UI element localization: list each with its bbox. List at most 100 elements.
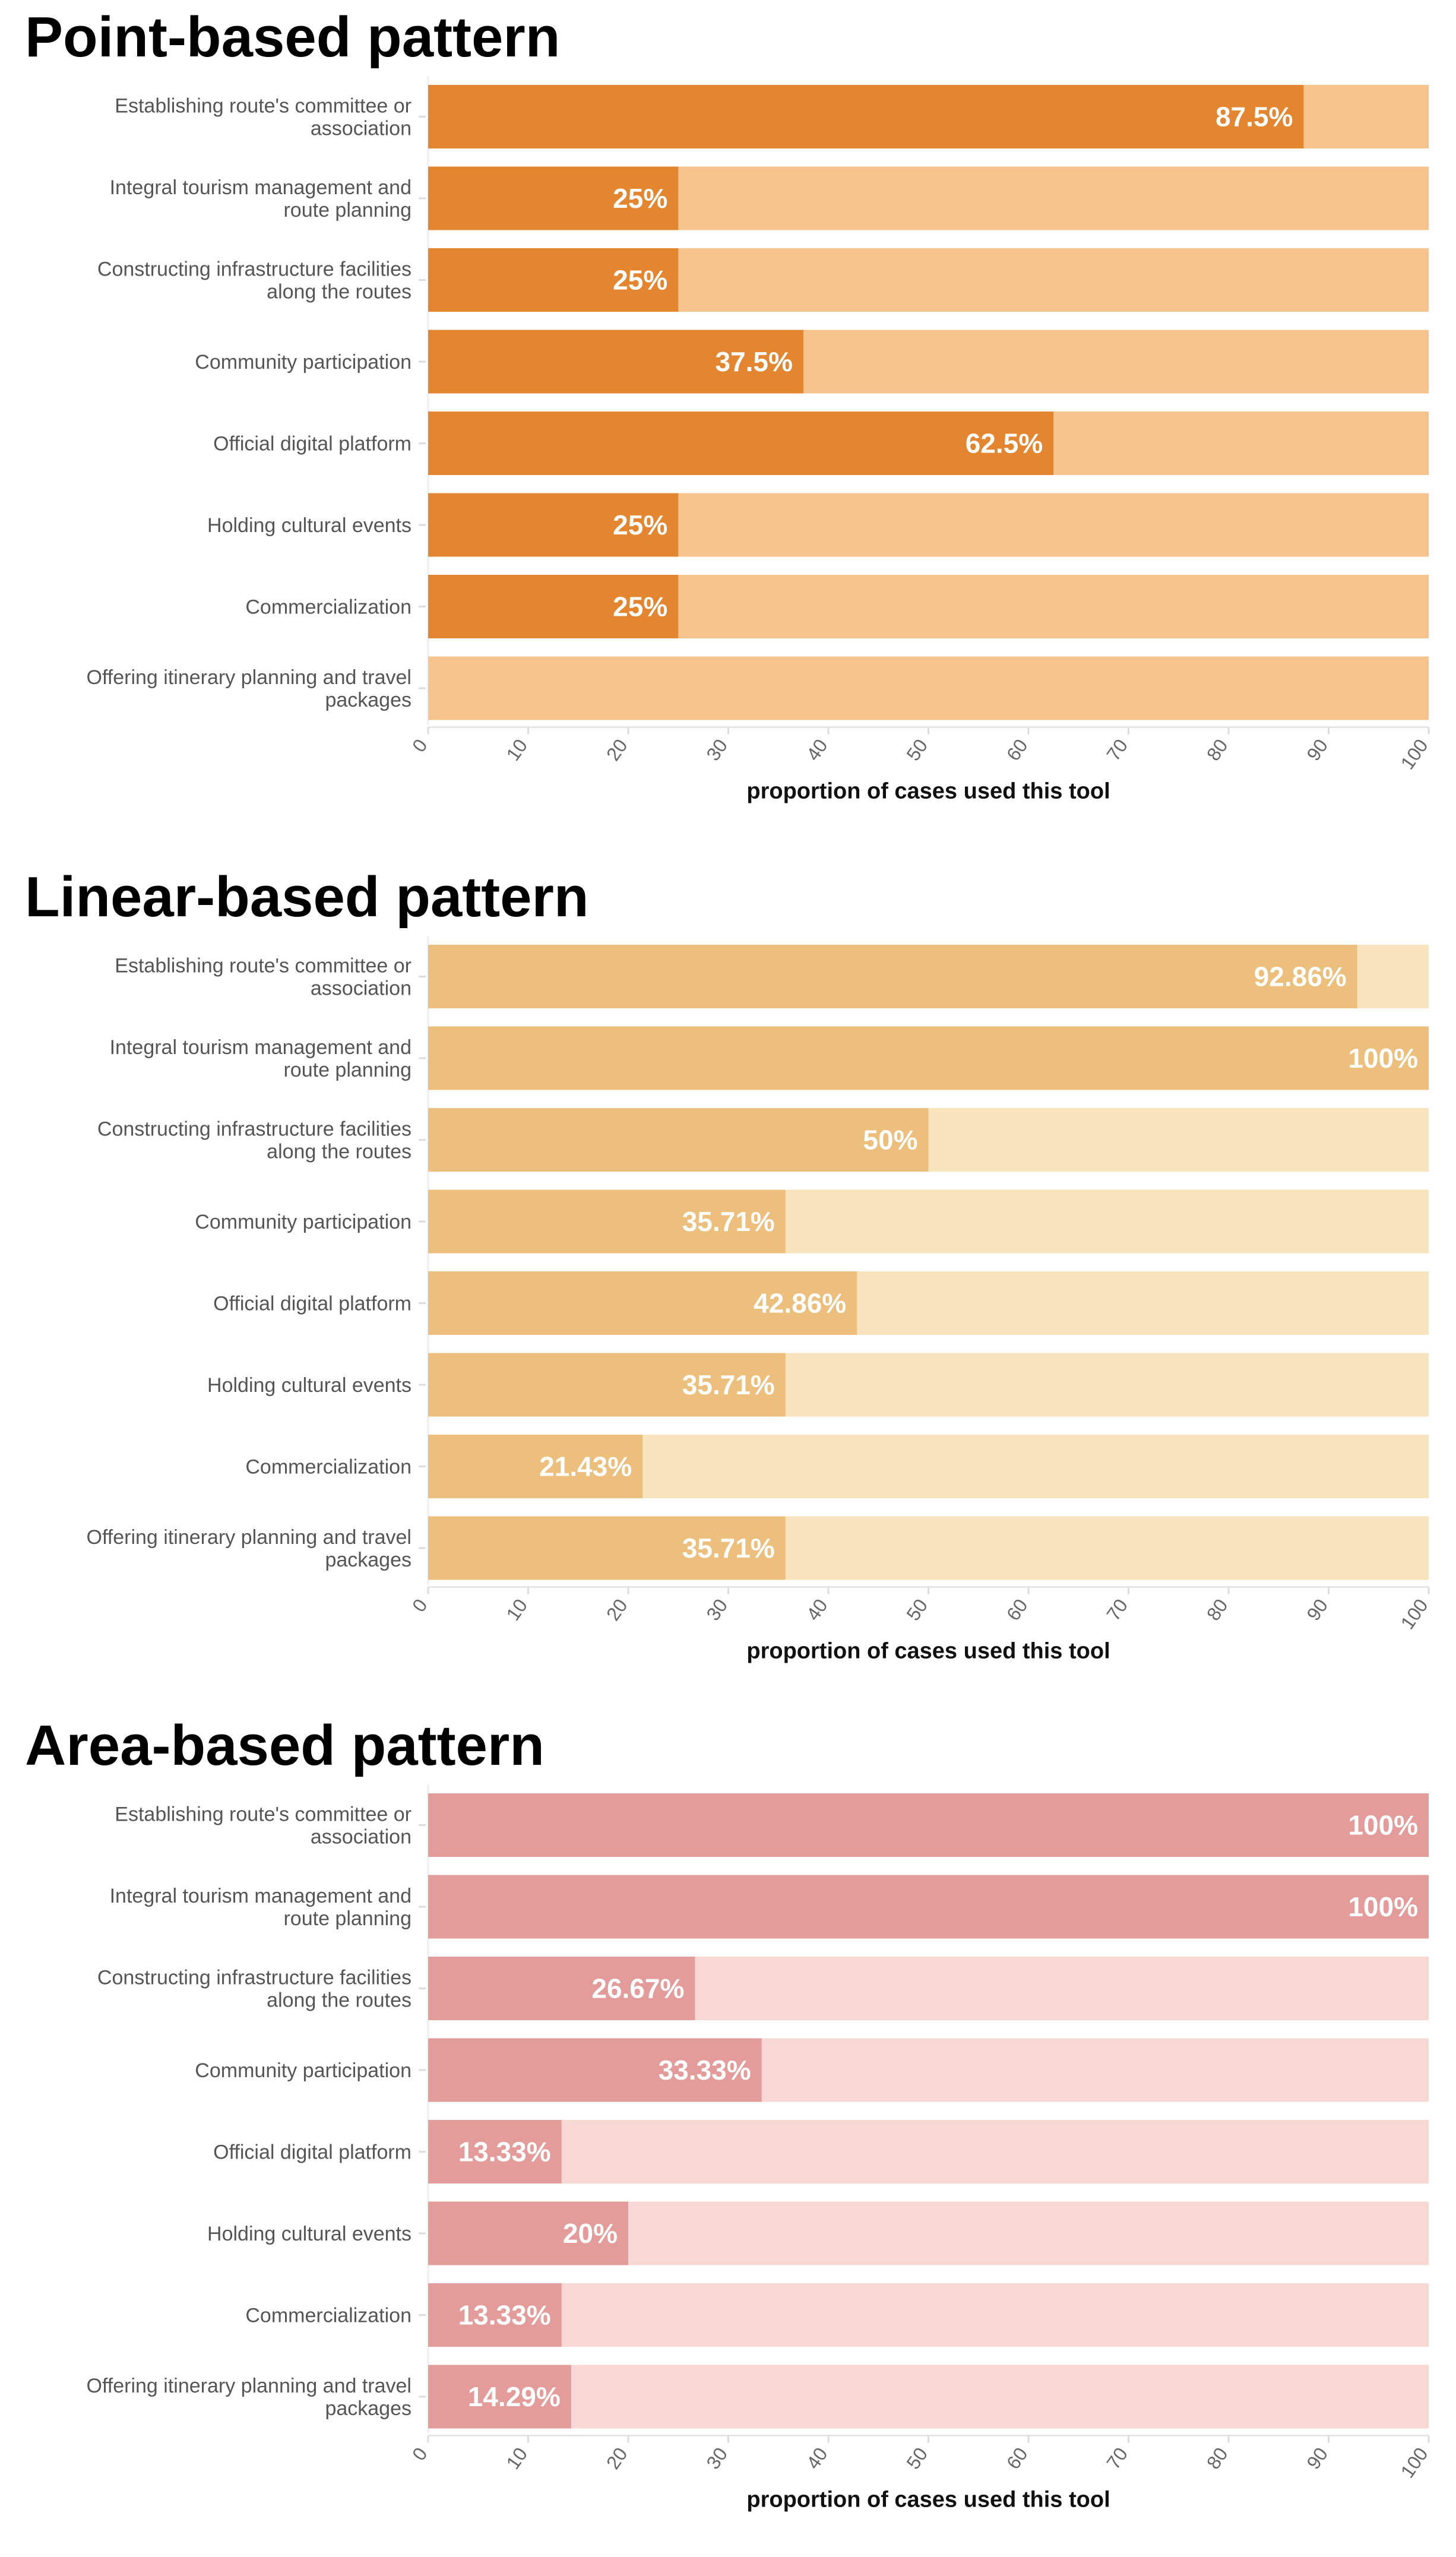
category-label-line: Commercialization — [245, 596, 412, 619]
x-tick-label: 80 — [1202, 735, 1232, 765]
x-tick-label: 20 — [602, 735, 632, 765]
x-tick-label: 90 — [1302, 2444, 1332, 2473]
category-label-line: along the routes — [267, 1141, 412, 1163]
data-label: 100% — [1348, 1043, 1418, 1074]
category-label: Official digital platform — [213, 1293, 412, 1315]
x-tick-label: 30 — [702, 2444, 732, 2473]
x-tick-label: 60 — [1002, 2444, 1032, 2473]
category-label: Integral tourism management and route pla… — [110, 176, 412, 221]
category-label: Integral tourism management and route pla… — [110, 1885, 412, 1930]
category-label-line: route planning — [283, 199, 412, 221]
bar — [428, 2038, 762, 2102]
category-label-line: packages — [325, 1549, 412, 1571]
category-label-line: Integral tourism management and — [110, 176, 412, 199]
x-tick-label: 50 — [902, 1595, 932, 1625]
bar — [428, 85, 1304, 148]
bar-background — [428, 2283, 1429, 2347]
data-label: 25% — [613, 265, 667, 296]
category-label-line: Establishing route's committee or — [115, 95, 412, 118]
category-label: Constructing infrastructure facilities al… — [97, 1967, 412, 2012]
chart-title: Area-based pattern — [25, 1714, 545, 1777]
x-tick-label: 100 — [1397, 2444, 1432, 2482]
category-label-line: along the routes — [267, 1989, 412, 2012]
category-label: Offering itinerary planning and travel pa… — [87, 1526, 412, 1571]
bar-background — [428, 2120, 1429, 2183]
bar — [428, 493, 679, 557]
bar-background — [428, 656, 1429, 720]
x-tick-label: 40 — [802, 735, 832, 765]
x-tick-label: 100 — [1397, 735, 1432, 773]
chart-title: Linear-based pattern — [25, 865, 589, 929]
data-label: 35.71% — [682, 1533, 775, 1564]
category-label-line: Constructing infrastructure facilities — [97, 1118, 412, 1141]
category-label-line: route planning — [283, 1907, 412, 1930]
category-label-line: packages — [325, 689, 412, 711]
chart-panel: Area-based pattern Establishing route's c… — [25, 1714, 1432, 2512]
data-label: 100% — [1348, 1891, 1418, 1922]
category-label: Commercialization — [245, 596, 412, 619]
data-label: 42.86% — [754, 1288, 846, 1319]
x-tick-label: 100 — [1397, 1595, 1432, 1633]
category-label-line: Constructing infrastructure facilities — [97, 1967, 412, 1989]
x-tick-label: 0 — [408, 2444, 432, 2464]
bar — [428, 1516, 786, 1580]
category-label: Community participation — [195, 2059, 412, 2082]
category-label-line: association — [311, 1826, 412, 1849]
category-label: Commercialization — [245, 1456, 412, 1479]
category-label-line: Offering itinerary planning and travel — [87, 666, 412, 689]
x-tick-label: 40 — [802, 1595, 832, 1625]
category-label: Official digital platform — [213, 2141, 412, 2164]
x-tick-label: 90 — [1302, 1595, 1332, 1625]
category-label: Establishing route's committee or associa… — [115, 95, 412, 140]
category-label-line: Community participation — [195, 351, 412, 374]
category-label-line: Official digital platform — [213, 433, 412, 455]
bar-background — [428, 2365, 1429, 2429]
category-label: Holding cultural events — [207, 514, 412, 537]
x-tick-label: 70 — [1102, 2444, 1132, 2473]
bar — [428, 2283, 562, 2347]
data-label: 20% — [563, 2218, 618, 2249]
category-label: Constructing infrastructure facilities al… — [97, 1118, 412, 1163]
bar — [428, 1793, 1429, 1857]
category-label: Establishing route's committee or associa… — [115, 1803, 412, 1849]
x-tick-label: 60 — [1002, 1595, 1032, 1625]
category-label-line: Integral tourism management and — [110, 1885, 412, 1907]
x-tick-label: 90 — [1302, 735, 1332, 765]
data-label: 14.29% — [468, 2381, 561, 2412]
category-label: Official digital platform — [213, 433, 412, 455]
data-label: 50% — [863, 1125, 917, 1156]
data-label: 87.5% — [1216, 102, 1293, 132]
category-label-line: Community participation — [195, 1211, 412, 1233]
category-label-line: Holding cultural events — [207, 514, 412, 537]
category-label-line: Official digital platform — [213, 1293, 412, 1315]
bar — [428, 330, 803, 394]
x-tick-label: 70 — [1102, 1595, 1132, 1625]
category-label: Holding cultural events — [207, 1374, 412, 1397]
x-axis-title: proportion of cases used this tool — [746, 2488, 1110, 2512]
data-label: 26.67% — [591, 1973, 684, 2004]
bar — [428, 575, 679, 638]
bar — [428, 1957, 695, 2020]
bar — [428, 2365, 571, 2429]
category-label: Establishing route's committee or associa… — [115, 955, 412, 1000]
bar — [428, 1271, 857, 1335]
category-label: Commercialization — [245, 2305, 412, 2327]
category-label-line: Holding cultural events — [207, 2223, 412, 2245]
bar — [428, 2120, 562, 2183]
bar — [428, 2201, 628, 2265]
bar — [428, 1875, 1429, 1939]
category-label-line: route planning — [283, 1059, 412, 1081]
category-label: Community participation — [195, 1211, 412, 1233]
data-label: 21.43% — [539, 1451, 632, 1482]
data-label: 37.5% — [715, 346, 792, 377]
category-label-line: Establishing route's committee or — [115, 955, 412, 977]
bar — [428, 1353, 786, 1417]
data-label: 13.33% — [458, 2137, 551, 2167]
category-label: Integral tourism management and route pla… — [110, 1036, 412, 1081]
category-label-line: association — [311, 977, 412, 1000]
category-label-line: Offering itinerary planning and travel — [87, 1526, 412, 1549]
data-label: 62.5% — [966, 428, 1043, 459]
category-label-line: Constructing infrastructure facilities — [97, 258, 412, 281]
category-label-line: Commercialization — [245, 2305, 412, 2327]
